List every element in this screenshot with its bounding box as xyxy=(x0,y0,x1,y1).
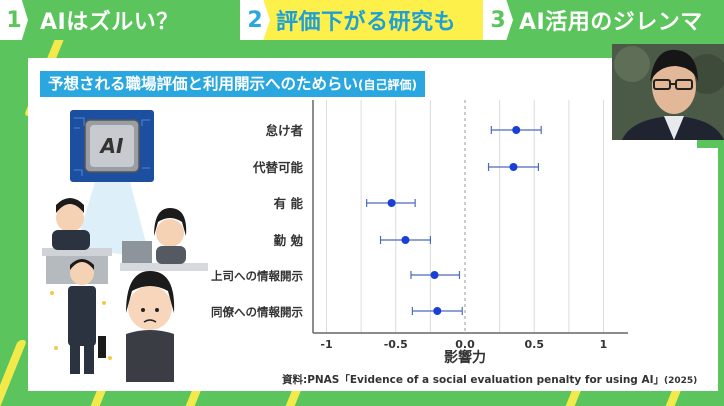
x-tick-label: 1 xyxy=(600,338,608,351)
chart-title-sub: (自己評価) xyxy=(358,78,417,92)
segment-label-3: AI活用のジレンマ xyxy=(519,10,703,35)
x-tick-label: 0.5 xyxy=(525,338,545,351)
chart-title: 予想される職場評価と利用開示へのためらい(自己評価) xyxy=(40,71,425,97)
speaker-video-inset xyxy=(612,44,724,140)
segment-label-1: AIはズルい？ xyxy=(40,10,179,35)
speaker-portrait xyxy=(612,44,724,140)
row-label: 代替可能 xyxy=(252,160,304,175)
content-panel: 予想される職場評価と利用開示へのためらい(自己評価) AI xyxy=(28,58,718,391)
forest-row: 怠け者 xyxy=(265,123,542,138)
row-label: 同僚への情報開示 xyxy=(211,305,303,319)
forest-row: 上司への情報開示 xyxy=(211,269,461,283)
source-text: 資料:PNAS「Evidence of a social evaluation … xyxy=(282,374,665,386)
x-tick-labels: -1 -0.5 0.0 0.5 1 xyxy=(320,338,607,351)
point-estimate xyxy=(387,199,396,207)
row-label: 上司への情報開示 xyxy=(211,269,303,283)
forest-row: 有 能 xyxy=(274,196,416,211)
forest-row: 代替可能 xyxy=(252,160,540,175)
chart-title-main: 予想される職場評価と利用開示へのためらい xyxy=(48,75,359,93)
point-estimate xyxy=(433,307,442,315)
banner-segment-3: 3 AI活用のジレンマ xyxy=(483,0,724,40)
ai-chip-icon: AI xyxy=(70,110,154,182)
decor-stripe xyxy=(0,340,28,406)
x-axis-title: 影響力 xyxy=(444,349,486,366)
banner-segment-2: 2 評価下がる研究も xyxy=(240,0,483,40)
x-tick-label: -1 xyxy=(320,338,332,351)
segment-label-2: 評価下がる研究も xyxy=(276,10,457,35)
chart-gridlines xyxy=(326,100,604,333)
row-label: 有 能 xyxy=(274,196,304,211)
forest-row: 同僚への情報開示 xyxy=(211,305,463,319)
point-estimate xyxy=(401,236,410,244)
banner-segment-1: 1 AIはズルい？ xyxy=(0,0,240,40)
source-year: (2025) xyxy=(664,376,698,386)
segment-number-3: 3 xyxy=(483,0,513,40)
source-citation: 資料:PNAS「Evidence of a social evaluation … xyxy=(282,372,697,387)
segment-number-2: 2 xyxy=(240,0,270,40)
row-label: 怠け者 xyxy=(265,123,303,138)
x-tick-label: -0.5 xyxy=(384,338,408,351)
point-estimate xyxy=(509,163,518,171)
row-label: 勤 勉 xyxy=(274,233,304,248)
point-estimate xyxy=(512,126,521,134)
inset-decor-tab xyxy=(697,140,724,148)
segment-number-1: 1 xyxy=(0,0,28,40)
ai-office-illustration: AI xyxy=(42,110,208,382)
svg-text:AI: AI xyxy=(99,134,124,158)
forest-row: 勤 勉 xyxy=(274,233,431,248)
topic-banner: 1 AIはズルい？ 2 評価下がる研究も 3 AI活用のジレンマ xyxy=(0,0,724,40)
point-estimate xyxy=(430,271,439,279)
x-tick-label: 0.0 xyxy=(455,338,475,351)
